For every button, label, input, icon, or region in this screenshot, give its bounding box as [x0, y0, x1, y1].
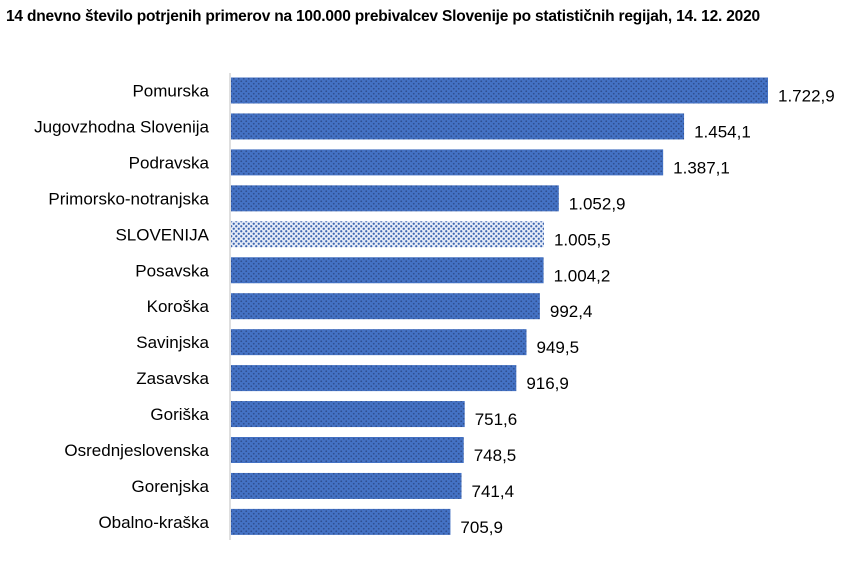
value-label: 751,6: [475, 410, 518, 429]
bar-highlight: [231, 221, 544, 248]
bar: [231, 185, 559, 212]
value-label: 1.722,9: [778, 87, 835, 106]
category-label: Osrednjeslovenska: [64, 441, 209, 460]
category-label: Goriška: [150, 405, 209, 424]
bar: [231, 472, 462, 499]
bar: [231, 113, 685, 140]
bar: [231, 77, 768, 104]
bar: [231, 293, 540, 320]
category-label: Zasavska: [136, 369, 209, 388]
category-label: Pomurska: [132, 82, 209, 101]
chart-title: 14 dnevno število potrjenih primerov na …: [6, 8, 760, 25]
value-label: 949,5: [536, 338, 579, 357]
bar: [231, 437, 464, 463]
category-label: Podravska: [129, 153, 210, 172]
category-label: Savinjska: [136, 333, 209, 352]
value-label: 748,5: [474, 446, 517, 465]
value-label: 1.052,9: [569, 194, 626, 213]
value-label: 1.387,1: [673, 158, 730, 177]
category-label: Koroška: [147, 297, 210, 316]
bar: [231, 257, 544, 284]
value-label: 741,4: [472, 482, 515, 501]
bar: [231, 508, 451, 535]
category-label: Jugovzhodna Slovenija: [34, 117, 209, 136]
bar: [231, 365, 517, 392]
bar: [231, 149, 664, 176]
value-label: 916,9: [526, 374, 569, 393]
category-label: Posavska: [135, 261, 209, 280]
bar: [231, 329, 527, 356]
value-label: 1.004,2: [554, 266, 611, 285]
category-label: Obalno-kraška: [98, 513, 209, 532]
category-label: Primorsko-notranjska: [48, 189, 209, 208]
value-label: 1.454,1: [694, 122, 751, 141]
bar: [231, 401, 465, 428]
value-label: 992,4: [550, 302, 593, 321]
value-label: 705,9: [460, 518, 503, 537]
category-label: Gorenjska: [132, 477, 210, 496]
value-label: 1.005,5: [554, 230, 611, 249]
category-label: SLOVENIJA: [115, 225, 209, 244]
